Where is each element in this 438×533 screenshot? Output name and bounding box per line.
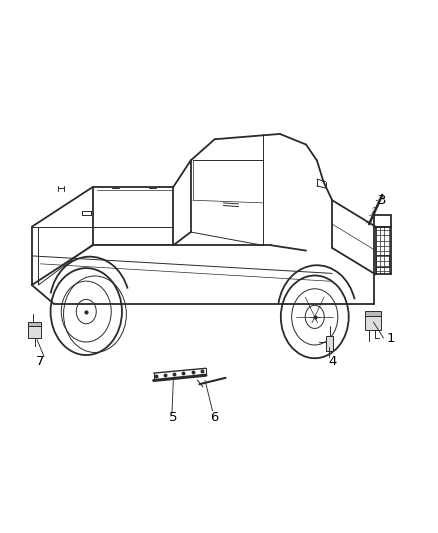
Text: 3: 3 [378, 193, 386, 207]
Bar [325, 336, 332, 351]
Text: 1: 1 [387, 332, 395, 344]
Bar [28, 322, 42, 326]
Bar [28, 326, 42, 338]
Text: 7: 7 [36, 356, 45, 368]
Text: 6: 6 [211, 411, 219, 424]
Text: 5: 5 [169, 411, 177, 424]
Bar [365, 311, 381, 317]
Text: 4: 4 [328, 356, 336, 368]
Bar [376, 255, 389, 266]
Bar [365, 317, 381, 330]
